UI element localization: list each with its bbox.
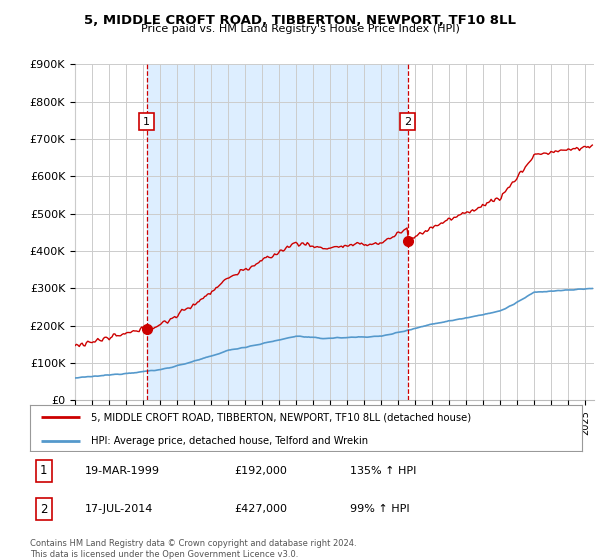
Bar xyxy=(146,64,407,400)
Text: 5, MIDDLE CROFT ROAD, TIBBERTON, NEWPORT, TF10 8LL: 5, MIDDLE CROFT ROAD, TIBBERTON, NEWPORT… xyxy=(84,14,516,27)
Text: £192,000: £192,000 xyxy=(234,466,287,476)
Text: 135% ↑ HPI: 135% ↑ HPI xyxy=(350,466,416,476)
Text: Price paid vs. HM Land Registry's House Price Index (HPI): Price paid vs. HM Land Registry's House … xyxy=(140,24,460,34)
Text: 19-MAR-1999: 19-MAR-1999 xyxy=(85,466,160,476)
Text: 2: 2 xyxy=(404,116,411,127)
Text: 17-JUL-2014: 17-JUL-2014 xyxy=(85,504,154,514)
Text: 2: 2 xyxy=(40,502,47,516)
Text: £427,000: £427,000 xyxy=(234,504,287,514)
Text: 1: 1 xyxy=(40,464,47,478)
Text: 1: 1 xyxy=(143,116,150,127)
Text: 5, MIDDLE CROFT ROAD, TIBBERTON, NEWPORT, TF10 8LL (detached house): 5, MIDDLE CROFT ROAD, TIBBERTON, NEWPORT… xyxy=(91,412,471,422)
Text: HPI: Average price, detached house, Telford and Wrekin: HPI: Average price, detached house, Telf… xyxy=(91,436,368,446)
Text: 99% ↑ HPI: 99% ↑ HPI xyxy=(350,504,410,514)
Bar xyxy=(146,64,407,400)
Text: Contains HM Land Registry data © Crown copyright and database right 2024.
This d: Contains HM Land Registry data © Crown c… xyxy=(30,539,356,559)
